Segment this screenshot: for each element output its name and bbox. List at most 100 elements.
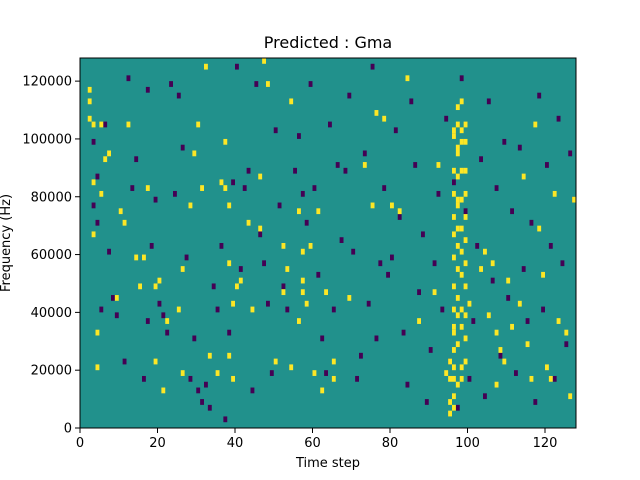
- heatmap-cell-high: [463, 138, 468, 145]
- heatmap-cell-low: [200, 399, 204, 405]
- heatmap-cell-high: [494, 381, 499, 388]
- heatmap-cell-low: [122, 358, 127, 365]
- heatmap-cell-high: [452, 127, 456, 134]
- heatmap-cell-high: [568, 393, 573, 400]
- heatmap-cell-high: [448, 399, 452, 405]
- heatmap-cell-high: [390, 202, 394, 209]
- heatmap-cell-high: [452, 323, 456, 330]
- heatmap-cell-high: [223, 185, 228, 191]
- heatmap-cell-high: [370, 202, 375, 209]
- heatmap-cell-low: [459, 75, 464, 82]
- heatmap-cell-high: [145, 185, 150, 191]
- heatmap-cell-high: [486, 312, 491, 319]
- heatmap-cell-high: [297, 208, 301, 215]
- heatmap-cell-low: [293, 167, 297, 174]
- heatmap-cell-low: [324, 370, 328, 376]
- heatmap-cell-low: [215, 306, 220, 313]
- heatmap-cell-low: [95, 173, 100, 180]
- heatmap-cell-low: [328, 121, 332, 128]
- heatmap-cell-high: [316, 208, 321, 215]
- heatmap-cell-low: [312, 185, 317, 191]
- y-tick-label: 60000: [31, 248, 72, 263]
- heatmap-cell-low: [204, 381, 208, 388]
- heatmap-cell-low: [568, 150, 573, 157]
- heatmap-cell-high: [215, 370, 220, 376]
- heatmap-cell-high: [91, 179, 96, 186]
- y-tick-label: 120000: [22, 75, 72, 90]
- heatmap-cell-low: [223, 416, 228, 423]
- heatmap-cell-low: [269, 370, 274, 376]
- heatmap-cell-low: [537, 92, 542, 99]
- heatmap-cell-low: [285, 306, 290, 313]
- heatmap-cell-low: [192, 335, 197, 342]
- heatmap-cell-high: [483, 248, 487, 255]
- heatmap-cell-low: [479, 156, 483, 163]
- heatmap-cell-high: [304, 300, 309, 307]
- heatmap-cell-high: [459, 167, 464, 174]
- x-axis-ticks: 0 20 40 60 80 100 120: [76, 428, 558, 451]
- heatmap-cell-high: [459, 138, 464, 145]
- heatmap-cell-high: [564, 329, 569, 336]
- heatmap-cell-high: [452, 329, 456, 336]
- heatmap-cell-high: [455, 202, 460, 209]
- heatmap-cell-high: [300, 248, 305, 255]
- heatmap-cell-low: [111, 295, 115, 301]
- heatmap-cell-low: [421, 231, 425, 238]
- heatmap-cell-high: [95, 329, 100, 336]
- heatmap-cell-high: [87, 115, 92, 122]
- heatmap-cell-high: [417, 318, 421, 324]
- heatmap-cell-high: [223, 138, 228, 145]
- heatmap-cell-low: [370, 63, 375, 70]
- heatmap-cell-low: [486, 98, 491, 105]
- heatmap-cell-high: [452, 364, 456, 371]
- heatmap-cell-high: [281, 289, 286, 296]
- plot-frame: [79, 57, 577, 429]
- heatmap-cell-low: [351, 248, 356, 255]
- heatmap-cell-high: [517, 300, 522, 307]
- heatmap-cell-low: [514, 370, 518, 376]
- heatmap-cell-high: [452, 214, 456, 220]
- heatmap-cell-high: [455, 144, 460, 151]
- heatmap-cell-low: [173, 190, 177, 197]
- heatmap-cell-low: [242, 185, 247, 191]
- heatmap-cell-high: [362, 162, 367, 168]
- heatmap-cell-high: [455, 266, 460, 272]
- heatmap-cell-high: [331, 375, 336, 382]
- heatmap-cell-high: [157, 277, 162, 284]
- y-tick-label: 40000: [31, 306, 72, 321]
- heatmap-cell-high: [452, 393, 456, 400]
- heatmap-cell-low: [502, 138, 507, 145]
- x-axis-label: Time step: [295, 456, 360, 471]
- heatmap-cell-low: [390, 254, 394, 261]
- heatmap-cell-low: [401, 329, 406, 336]
- heatmap-cell-high: [258, 173, 263, 180]
- heatmap-cell-low: [463, 208, 468, 215]
- heatmap-cell-high: [95, 364, 100, 371]
- heatmap-cell-high: [463, 283, 468, 290]
- heatmap-cell-low: [165, 329, 170, 336]
- heatmap-cell-low: [386, 271, 390, 278]
- heatmap-cell-low: [452, 179, 456, 186]
- x-tick-label: 120: [533, 436, 558, 451]
- heatmap-cell-high: [324, 289, 328, 296]
- heatmap-cell-low: [409, 98, 414, 105]
- heatmap-cell-low: [180, 144, 185, 151]
- heatmap-cell-low: [494, 185, 499, 191]
- heatmap-cell-high: [382, 115, 387, 122]
- heatmap-cell-low: [545, 162, 549, 168]
- heatmap-cell-low: [142, 375, 146, 382]
- heatmap-cell-low: [552, 375, 557, 382]
- heatmap-cell-high: [459, 225, 464, 232]
- heatmap-cell-high: [200, 185, 204, 191]
- heatmap-cell-high: [436, 162, 441, 168]
- heatmap-cell-low: [529, 219, 534, 226]
- heatmap-cell-low: [91, 138, 96, 145]
- heatmap-cell-high: [452, 190, 456, 197]
- heatmap-cell-low: [246, 167, 251, 174]
- heatmap-cell-low: [467, 375, 472, 382]
- heatmap-cell-high: [153, 358, 158, 365]
- heatmap-cell-low: [196, 387, 201, 394]
- heatmap-cell-high: [452, 375, 456, 382]
- y-tick-label: 20000: [31, 364, 72, 379]
